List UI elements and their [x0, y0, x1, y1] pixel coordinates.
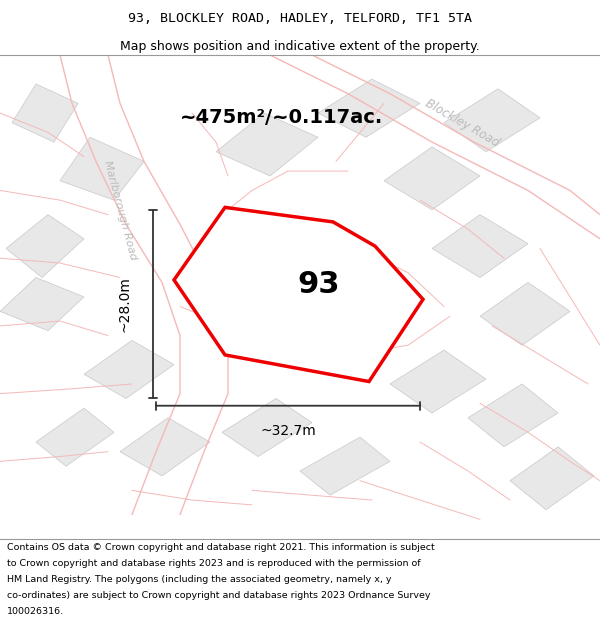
Text: Contains OS data © Crown copyright and database right 2021. This information is : Contains OS data © Crown copyright and d…: [7, 543, 435, 552]
Polygon shape: [390, 350, 486, 413]
Text: 93: 93: [297, 270, 340, 299]
Text: 93, BLOCKLEY ROAD, HADLEY, TELFORD, TF1 5TA: 93, BLOCKLEY ROAD, HADLEY, TELFORD, TF1 …: [128, 12, 472, 25]
Text: Map shows position and indicative extent of the property.: Map shows position and indicative extent…: [120, 39, 480, 52]
Polygon shape: [60, 138, 144, 200]
Polygon shape: [444, 89, 540, 152]
Polygon shape: [0, 278, 84, 331]
Text: HM Land Registry. The polygons (including the associated geometry, namely x, y: HM Land Registry. The polygons (includin…: [7, 575, 392, 584]
Polygon shape: [468, 384, 558, 447]
Polygon shape: [240, 224, 324, 292]
Polygon shape: [318, 79, 420, 138]
Polygon shape: [120, 418, 210, 476]
Polygon shape: [174, 208, 423, 381]
Polygon shape: [510, 447, 594, 510]
Text: co-ordinates) are subject to Crown copyright and database rights 2023 Ordnance S: co-ordinates) are subject to Crown copyr…: [7, 591, 431, 600]
Text: ~32.7m: ~32.7m: [260, 424, 316, 438]
Polygon shape: [222, 399, 312, 456]
Text: Blockley Road: Blockley Road: [423, 96, 501, 149]
Polygon shape: [480, 282, 570, 345]
Polygon shape: [432, 214, 528, 278]
Text: 100026316.: 100026316.: [7, 607, 64, 616]
Polygon shape: [384, 147, 480, 210]
Polygon shape: [216, 113, 318, 176]
Polygon shape: [36, 408, 114, 466]
Polygon shape: [12, 84, 78, 142]
Polygon shape: [300, 437, 390, 495]
Polygon shape: [84, 341, 174, 399]
Text: to Crown copyright and database rights 2023 and is reproduced with the permissio: to Crown copyright and database rights 2…: [7, 559, 421, 568]
Polygon shape: [6, 214, 84, 278]
Text: ~28.0m: ~28.0m: [118, 276, 132, 332]
Text: ~475m²/~0.117ac.: ~475m²/~0.117ac.: [180, 108, 383, 127]
Text: Marlborough Road: Marlborough Road: [102, 159, 138, 261]
